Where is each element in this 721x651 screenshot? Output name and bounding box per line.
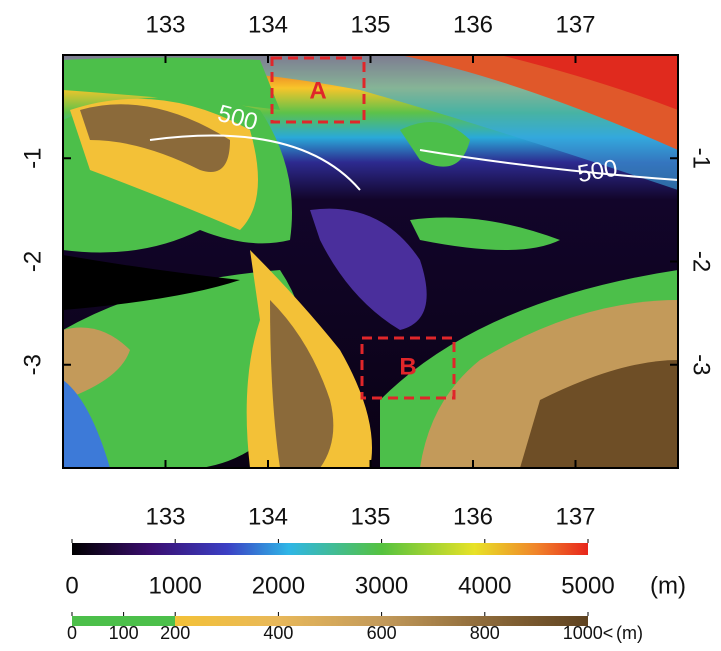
x-tick-label-top: 136 [453, 11, 493, 38]
colorbar-tick-label: 4000 [458, 572, 511, 599]
y-tick-label-right: -3 [688, 354, 715, 375]
colorbar-tick-label: 100 [109, 623, 139, 643]
colorbar-depth [72, 543, 588, 555]
y-tick-label-left: -3 [19, 354, 46, 375]
colorbar-tick-label: 400 [263, 623, 293, 643]
y-tick-label-left: -2 [19, 251, 46, 272]
x-tick-label-top: 137 [555, 11, 595, 38]
box-a [270, 56, 366, 124]
colorbar-tick-label: 3000 [355, 572, 408, 599]
colorbar-elevation [72, 616, 588, 626]
box-label: A [309, 77, 326, 104]
colorbar-unit: (m) [616, 623, 643, 643]
y-tick-label-right: -1 [688, 148, 715, 169]
colorbar-tick-label: 600 [367, 623, 397, 643]
x-tick-label-top: 135 [350, 11, 390, 38]
box-label: B [399, 353, 416, 380]
colorbar-tick-label: 2000 [252, 572, 305, 599]
y-tick-label-left: -1 [19, 148, 46, 169]
colorbar-tick-label: 0 [67, 623, 77, 643]
x-tick-label-top: 134 [248, 11, 288, 38]
x-tick-label-bottom: 135 [350, 503, 390, 530]
colorbar-tick-label: 200 [160, 623, 190, 643]
box-b [360, 336, 456, 400]
map-image [63, 55, 678, 468]
colorbar-tick-label: 0 [65, 572, 78, 599]
colorbar-tick-label: 5000 [561, 572, 614, 599]
colorbar-tick-label: 800 [470, 623, 500, 643]
colorbar-tick-label: 1000 [149, 572, 202, 599]
x-tick-label-bottom: 136 [453, 503, 493, 530]
x-tick-label-bottom: 134 [248, 503, 288, 530]
colorbar-tick-label: 1000< [563, 623, 614, 643]
y-tick-label-right: -2 [688, 251, 715, 272]
colorbar-unit: (m) [650, 572, 686, 599]
x-tick-label-bottom: 137 [555, 503, 595, 530]
x-tick-label-top: 133 [145, 11, 185, 38]
x-tick-label-bottom: 133 [145, 503, 185, 530]
